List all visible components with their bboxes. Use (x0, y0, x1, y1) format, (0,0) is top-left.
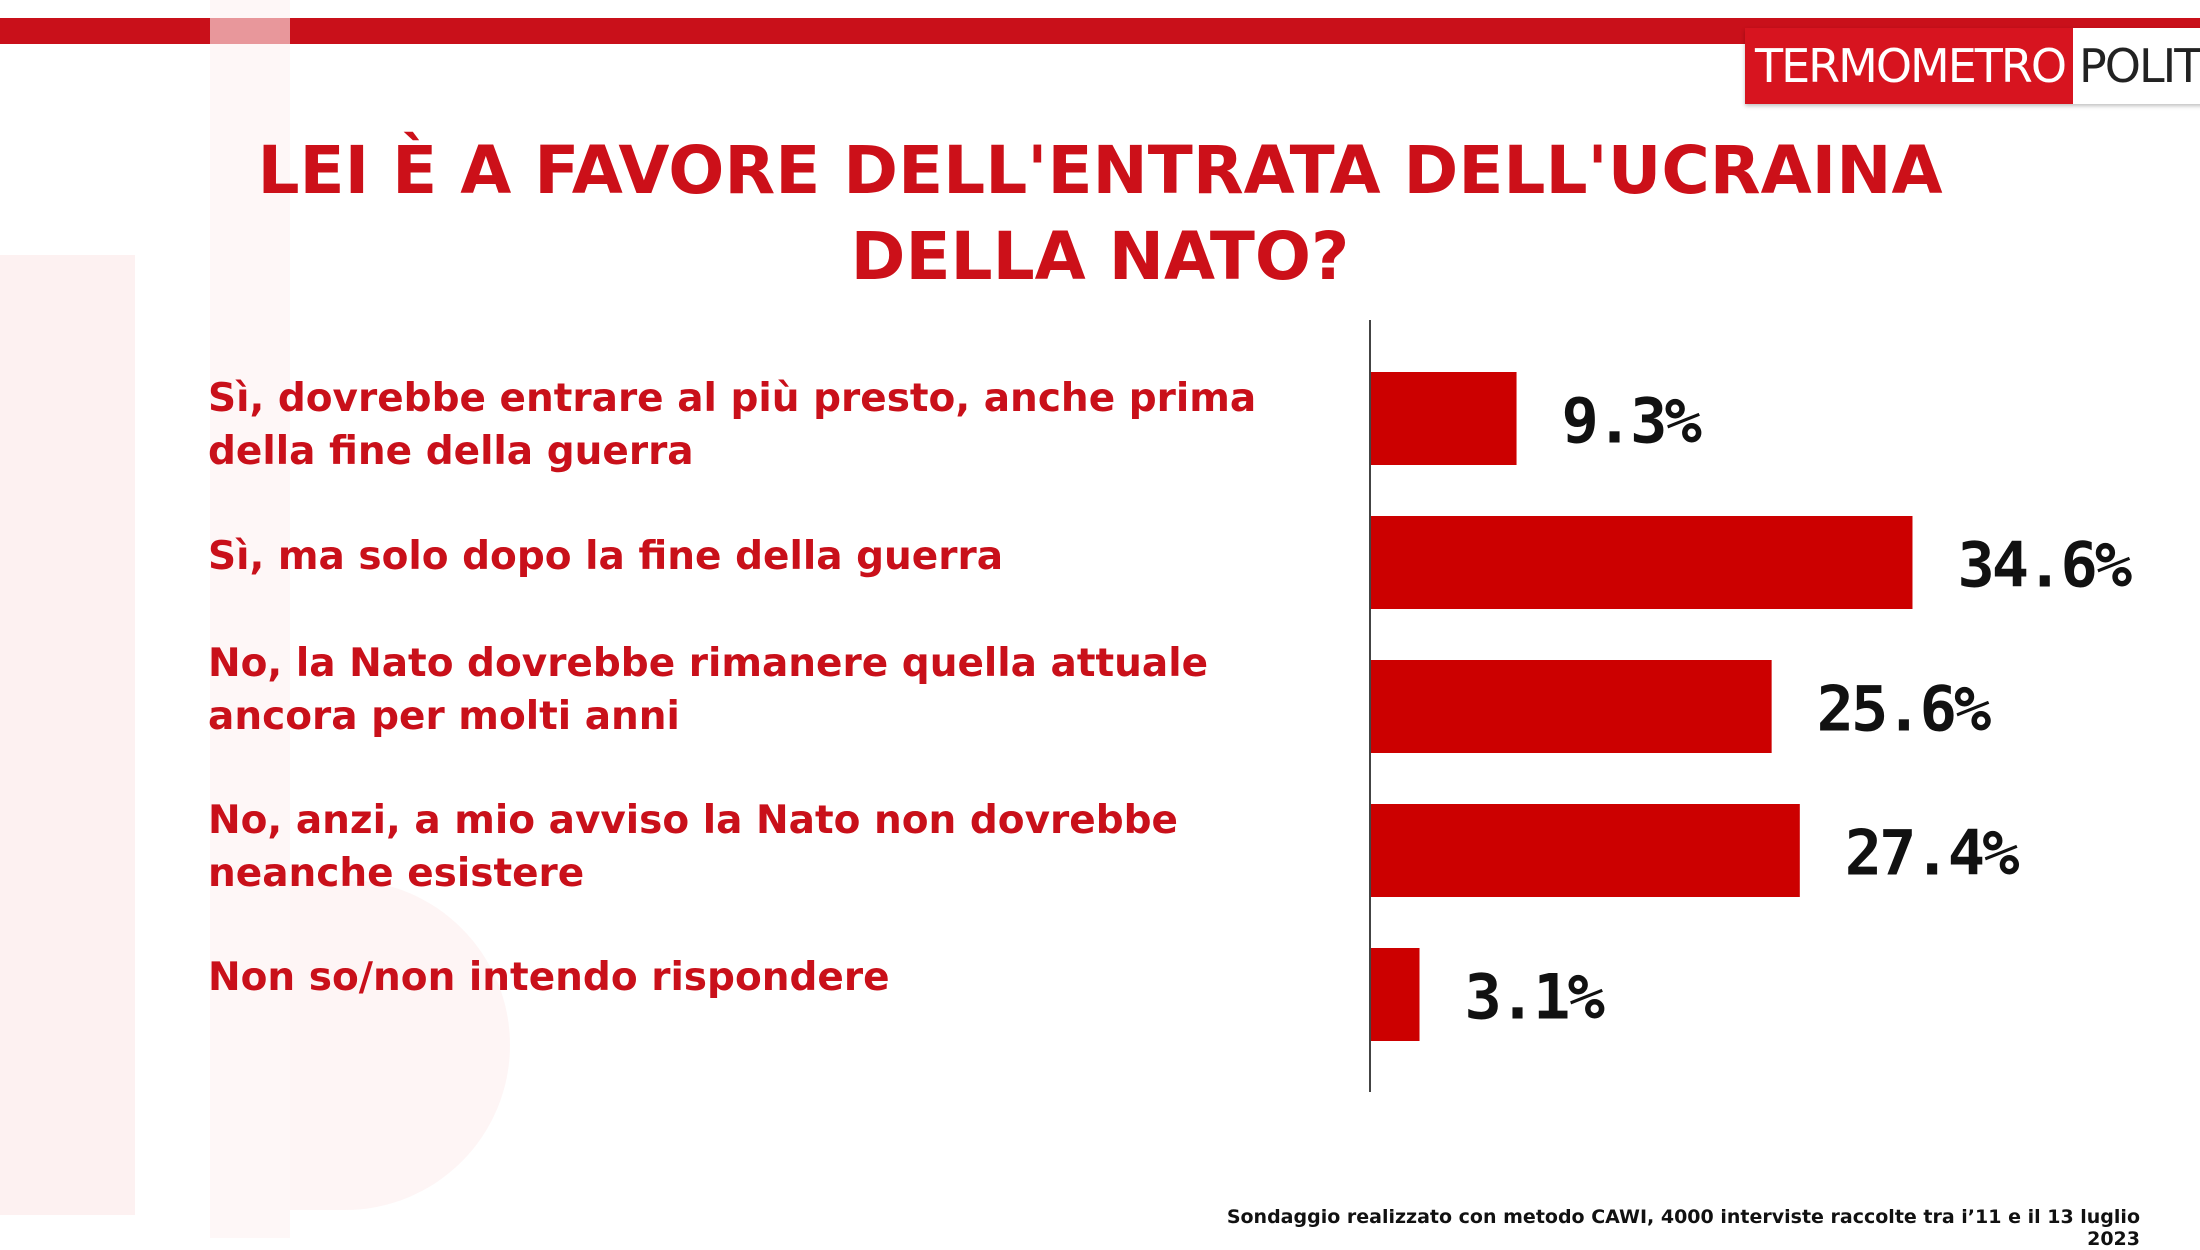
chart-title-line1: LEI È A FAVORE DELL'ENTRATA DELL'UCRAINA (257, 132, 1943, 209)
category-label-3: No, la Nato dovrebbe rimanere quella att… (208, 637, 1308, 743)
chart-axis (1369, 320, 1371, 1092)
category-label-1: Sì, dovrebbe entrare al più presto, anch… (208, 372, 1308, 478)
category-label-line: neanche esistere (208, 851, 585, 896)
chart-title: LEI È A FAVORE DELL'ENTRATA DELL'UCRAINA… (160, 128, 2040, 300)
category-label-line: Non so/non intendo rispondere (208, 955, 890, 1000)
bar-1 (1371, 372, 1517, 465)
watermark-shape (210, 0, 290, 1238)
value-label-2: 34.6% (1957, 529, 2131, 602)
value-label-1: 9.3% (1562, 385, 1702, 458)
category-label-4: No, anzi, a mio avviso la Nato non dovre… (208, 794, 1308, 900)
brand-logo-part1: TERMOMETRO (1745, 28, 2074, 104)
category-label-line: della fine della guerra (208, 429, 694, 474)
category-label-line: No, la Nato dovrebbe rimanere quella att… (208, 641, 1209, 686)
value-label-3: 25.6% (1817, 673, 1991, 746)
brand-logo-part2: POLITICO (2073, 28, 2200, 104)
value-label-5: 3.1% (1465, 961, 1605, 1034)
survey-footnote: Sondaggio realizzato con metodo CAWI, 40… (1226, 1206, 2140, 1250)
category-label-line: Sì, ma solo dopo la fine della guerra (208, 534, 1004, 579)
category-label-line: No, anzi, a mio avviso la Nato non dovre… (208, 798, 1178, 843)
watermark-shape (0, 255, 135, 1215)
chart-title-line2: DELLA NATO? (850, 218, 1350, 295)
bar-2 (1371, 516, 1913, 609)
brand-logo: TERMOMETRO POLITICO (1745, 28, 2200, 104)
category-label-line: ancora per molti anni (208, 694, 680, 739)
bar-4 (1371, 804, 1800, 897)
value-label-4: 27.4% (1845, 817, 2019, 890)
bar-5 (1371, 948, 1420, 1041)
bar-3 (1371, 660, 1772, 753)
category-label-5: Non so/non intendo rispondere (208, 951, 1308, 1004)
category-label-line: Sì, dovrebbe entrare al più presto, anch… (208, 376, 1257, 421)
category-label-2: Sì, ma solo dopo la fine della guerra (208, 530, 1308, 583)
